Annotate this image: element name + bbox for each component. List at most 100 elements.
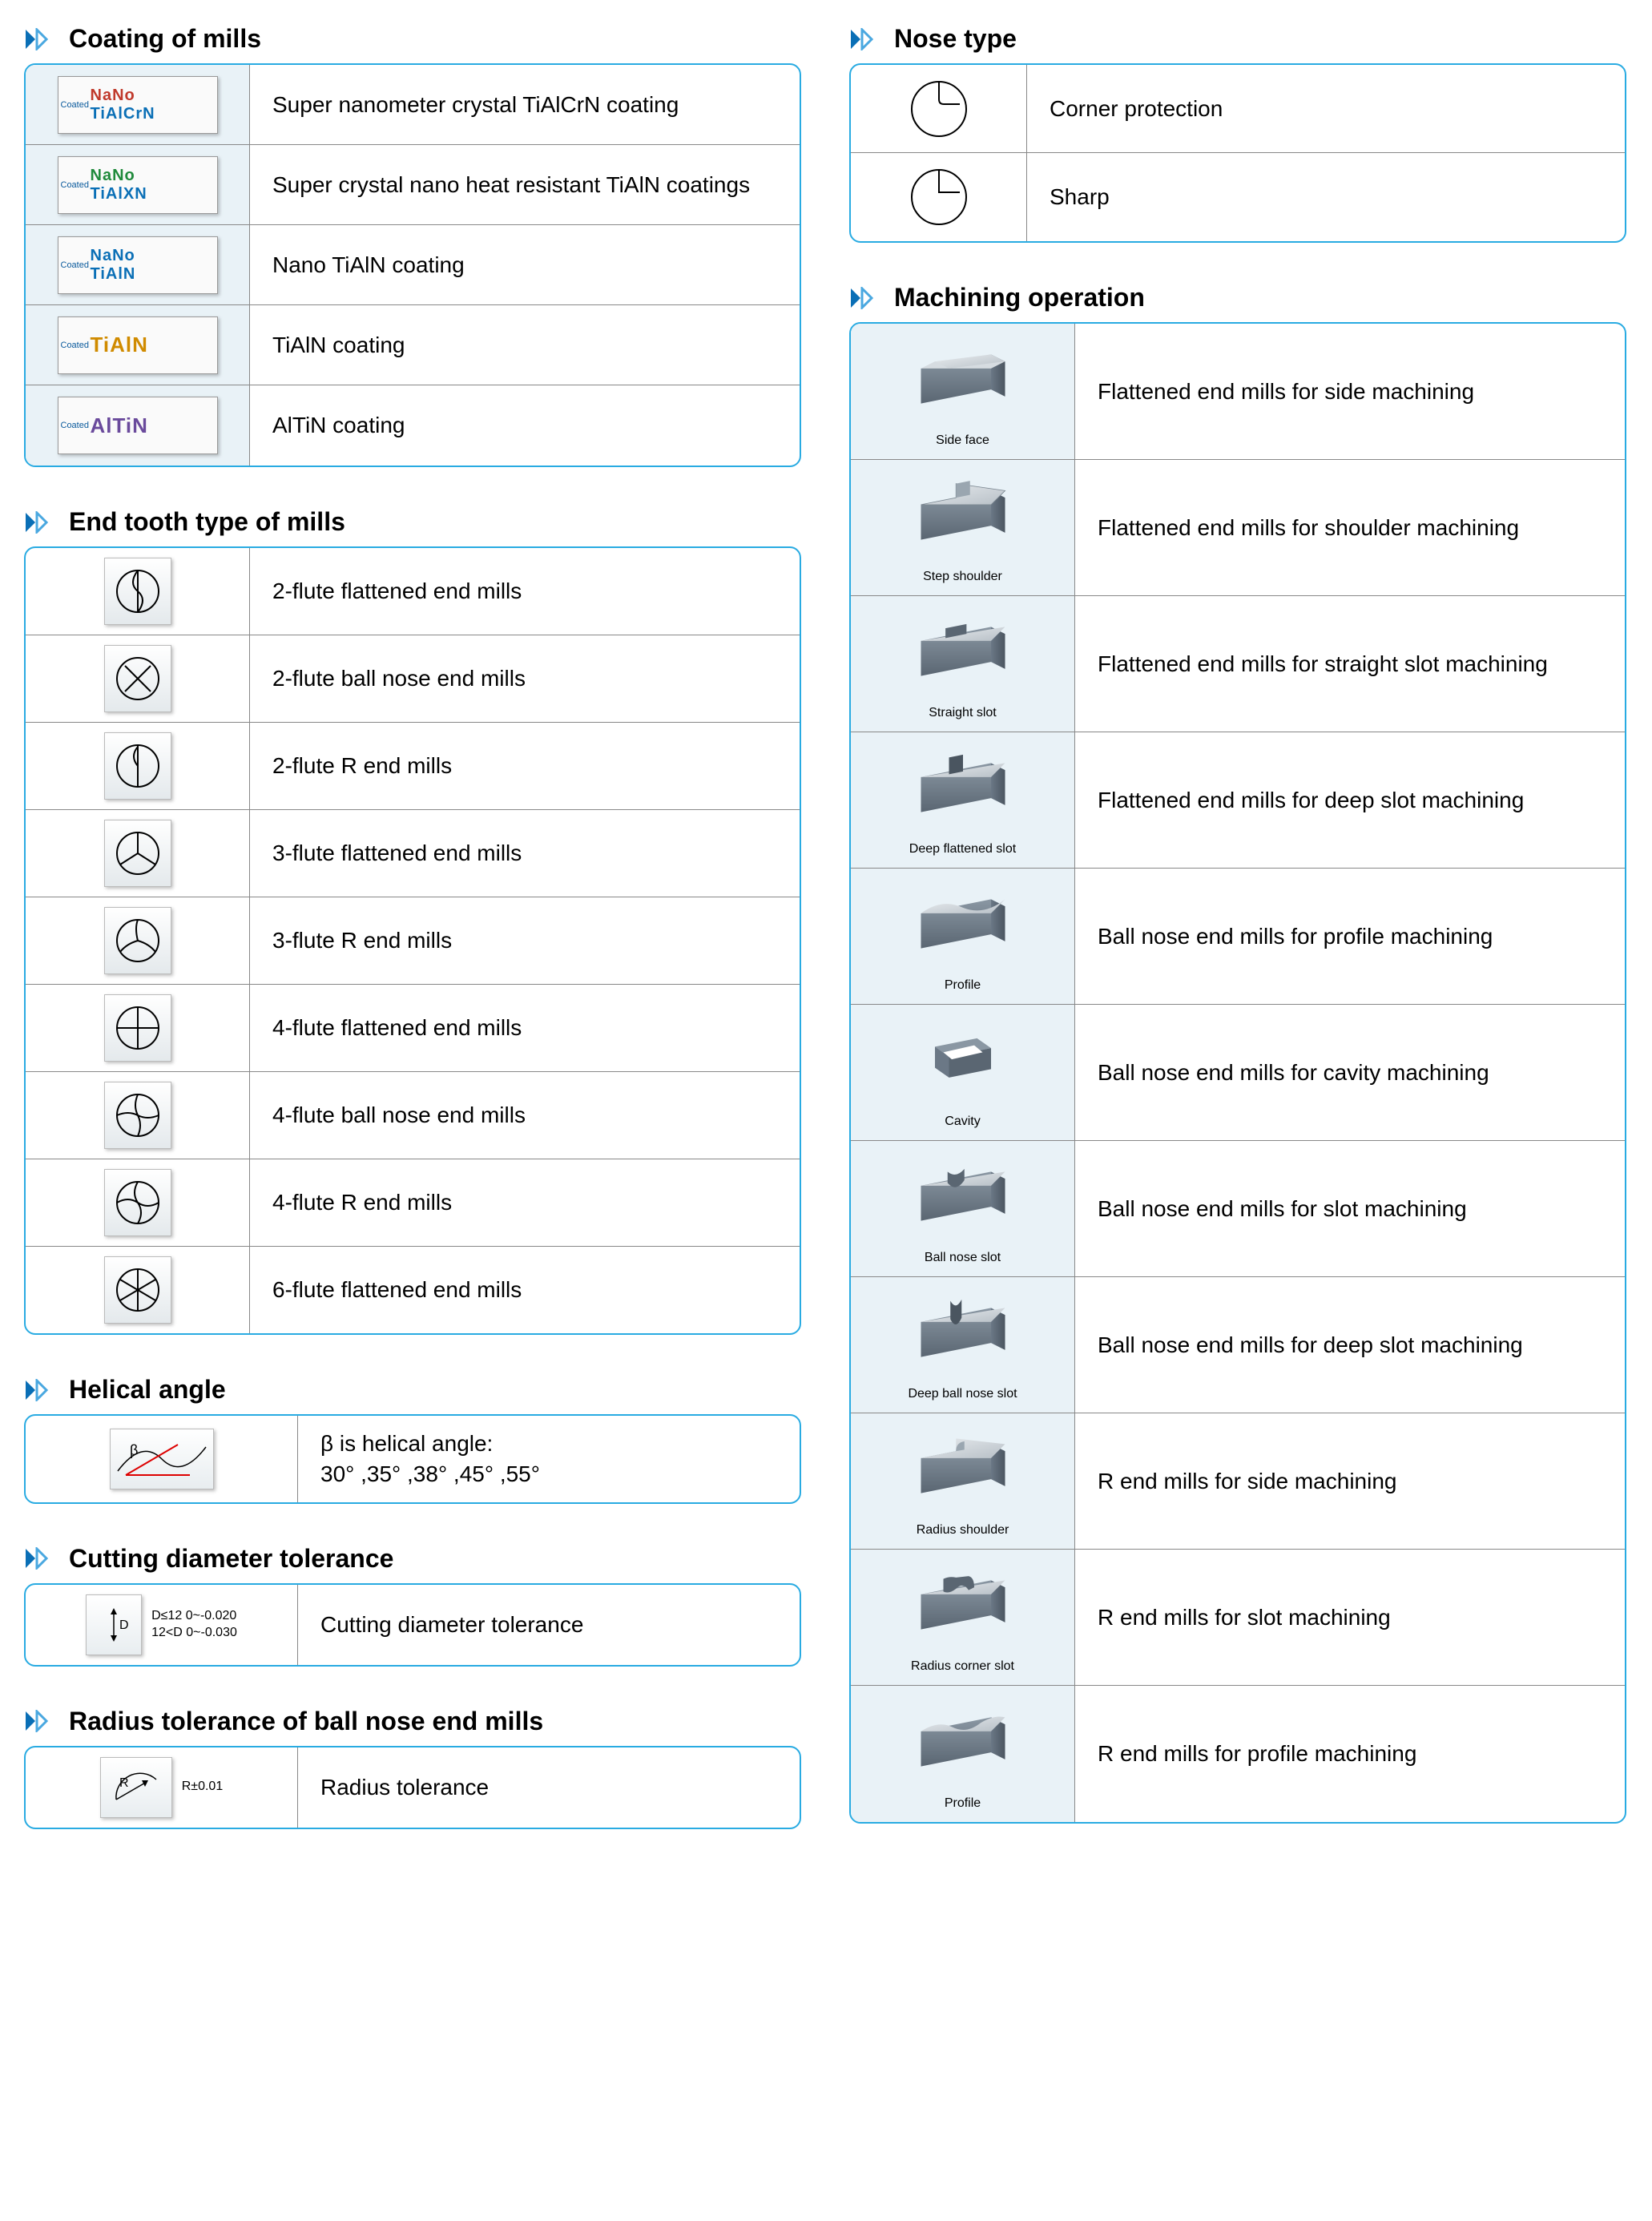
machining-desc: Ball nose end mills for profile machinin…: [1075, 869, 1625, 1004]
table-row: Coated NaNo TiAlXN Super crystal nano he…: [26, 145, 800, 225]
coating-desc: TiAlN coating: [250, 305, 800, 385]
chevron-icon: [24, 1547, 59, 1570]
flute-icon: [104, 994, 171, 1062]
machining-icon: [907, 1152, 1019, 1246]
machining-caption: Radius shoulder: [917, 1523, 1009, 1538]
nose-icon: [851, 65, 1027, 152]
coating-section: Coating of mills Coated NaNo TiAlCrN Sup…: [24, 24, 801, 467]
machining-icon: [907, 471, 1019, 565]
table-row: 4-flute flattened end mills: [26, 985, 800, 1072]
chevron-icon: [24, 511, 59, 534]
coating-desc: Nano TiAlN coating: [250, 225, 800, 304]
table-row: Radius corner slot R end mills for slot …: [851, 1550, 1625, 1686]
badge-line1: AlTiN: [91, 413, 217, 438]
end-tooth-desc: 3-flute flattened end mills: [250, 810, 800, 897]
table-row: Cavity Ball nose end mills for cavity ma…: [851, 1005, 1625, 1141]
table-row: 4-flute R end mills: [26, 1159, 800, 1247]
table-row: 2-flute R end mills: [26, 723, 800, 810]
chevron-icon: [24, 1379, 59, 1401]
nose-desc: Corner protection: [1027, 65, 1625, 152]
machining-desc: R end mills for profile machining: [1075, 1686, 1625, 1822]
machining-caption: Step shoulder: [923, 570, 1002, 584]
end-tooth-desc: 4-flute flattened end mills: [250, 985, 800, 1071]
machining-desc: Ball nose end mills for slot machining: [1075, 1141, 1625, 1276]
chevron-icon: [24, 28, 59, 50]
end-tooth-desc: 2-flute flattened end mills: [250, 548, 800, 635]
machining-icon: [907, 1698, 1019, 1792]
badge-line2: TiAlN: [91, 265, 217, 284]
radius-tol-values: R±0.01: [182, 1779, 223, 1796]
chevron-icon: [24, 1710, 59, 1732]
machining-caption: Profile: [945, 1796, 981, 1811]
table-row: Coated NaNo TiAlN Nano TiAlN coating: [26, 225, 800, 305]
end-tooth-section: End tooth type of mills 2-flute flattene…: [24, 507, 801, 1335]
machining-caption: Side face: [936, 433, 989, 448]
machining-icon: [907, 1016, 1019, 1110]
nose-icon: [851, 153, 1027, 241]
coating-desc: Super nanometer crystal TiAlCrN coating: [250, 65, 800, 144]
badge-line1: TiAlN: [91, 333, 217, 357]
tol-values: D≤12 0~-0.020 12<D 0~-0.030: [151, 1608, 237, 1642]
helical-section: Helical angle β β is h: [24, 1375, 801, 1504]
machining-desc: Flattened end mills for side machining: [1075, 324, 1625, 459]
badge-line1: NaNo: [91, 247, 217, 265]
coated-label: Coated: [61, 180, 88, 190]
chevron-icon: [849, 287, 884, 309]
svg-text:β: β: [130, 1442, 138, 1458]
end-tooth-desc: 4-flute ball nose end mills: [250, 1072, 800, 1159]
table-row: 4-flute ball nose end mills: [26, 1072, 800, 1159]
coating-table: Coated NaNo TiAlCrN Super nanometer crys…: [24, 63, 801, 467]
machining-desc: R end mills for slot machining: [1075, 1550, 1625, 1685]
end-tooth-desc: 4-flute R end mills: [250, 1159, 800, 1246]
badge-line1: NaNo: [91, 167, 217, 185]
flute-icon: [104, 1082, 171, 1149]
table-row: Corner protection: [851, 65, 1625, 153]
machining-desc: Flattened end mills for deep slot machin…: [1075, 732, 1625, 868]
nose-desc: Sharp: [1027, 153, 1625, 241]
cutting-tol-title: Cutting diameter tolerance: [69, 1544, 393, 1574]
flute-icon: [104, 732, 171, 800]
machining-title: Machining operation: [894, 283, 1145, 312]
end-tooth-desc: 3-flute R end mills: [250, 897, 800, 984]
cutting-tol-desc: Cutting diameter tolerance: [298, 1585, 800, 1665]
table-row: 3-flute R end mills: [26, 897, 800, 985]
nose-table: Corner protection Sharp: [849, 63, 1626, 243]
svg-text:R: R: [119, 1776, 129, 1790]
cutting-tol-section: Cutting diameter tolerance D: [24, 1544, 801, 1667]
machining-caption: Profile: [945, 978, 981, 993]
badge-line2: TiAlXN: [91, 185, 217, 204]
table-row: 2-flute ball nose end mills: [26, 635, 800, 723]
coating-title: Coating of mills: [69, 24, 261, 54]
table-row: Deep ball nose slot Ball nose end mills …: [851, 1277, 1625, 1413]
helical-title: Helical angle: [69, 1375, 226, 1405]
machining-desc: Flattened end mills for shoulder machini…: [1075, 460, 1625, 595]
badge-line1: NaNo: [91, 87, 217, 105]
machining-icon: [907, 880, 1019, 973]
flute-icon: [104, 907, 171, 974]
machining-icon: [907, 1425, 1019, 1518]
radius-tol-table: R R±0.01 Radius tolerance: [24, 1746, 801, 1829]
flute-icon: [104, 558, 171, 625]
end-tooth-desc: 2-flute R end mills: [250, 723, 800, 809]
coating-desc: AlTiN coating: [250, 385, 800, 466]
coating-desc: Super crystal nano heat resistant TiAlN …: [250, 145, 800, 224]
nose-section: Nose type Corner protection Sharp: [849, 24, 1626, 243]
machining-desc: Flattened end mills for straight slot ma…: [1075, 596, 1625, 732]
coated-label: Coated: [61, 100, 88, 110]
radius-tol-desc: Radius tolerance: [298, 1747, 800, 1828]
table-row: Coated NaNo TiAlCrN Super nanometer crys…: [26, 65, 800, 145]
radius-icon: R: [100, 1757, 172, 1818]
radius-tol-title: Radius tolerance of ball nose end mills: [69, 1707, 543, 1736]
table-row: Coated TiAlN TiAlN coating: [26, 305, 800, 385]
table-row: Profile R end mills for profile machinin…: [851, 1686, 1625, 1822]
table-row: Deep flattened slot Flattened end mills …: [851, 732, 1625, 869]
end-tooth-table: 2-flute flattened end mills 2-flute ball…: [24, 546, 801, 1335]
machining-desc: R end mills for side machining: [1075, 1413, 1625, 1549]
coated-label: Coated: [61, 260, 88, 270]
flute-icon: [104, 820, 171, 887]
machining-caption: Radius corner slot: [911, 1659, 1014, 1674]
table-row: Side face Flattened end mills for side m…: [851, 324, 1625, 460]
helical-desc: β is helical angle: 30° ,35° ,38° ,45° ,…: [298, 1416, 800, 1502]
machining-table: Side face Flattened end mills for side m…: [849, 322, 1626, 1824]
machining-section: Machining operation Side face Flattened …: [849, 283, 1626, 1824]
